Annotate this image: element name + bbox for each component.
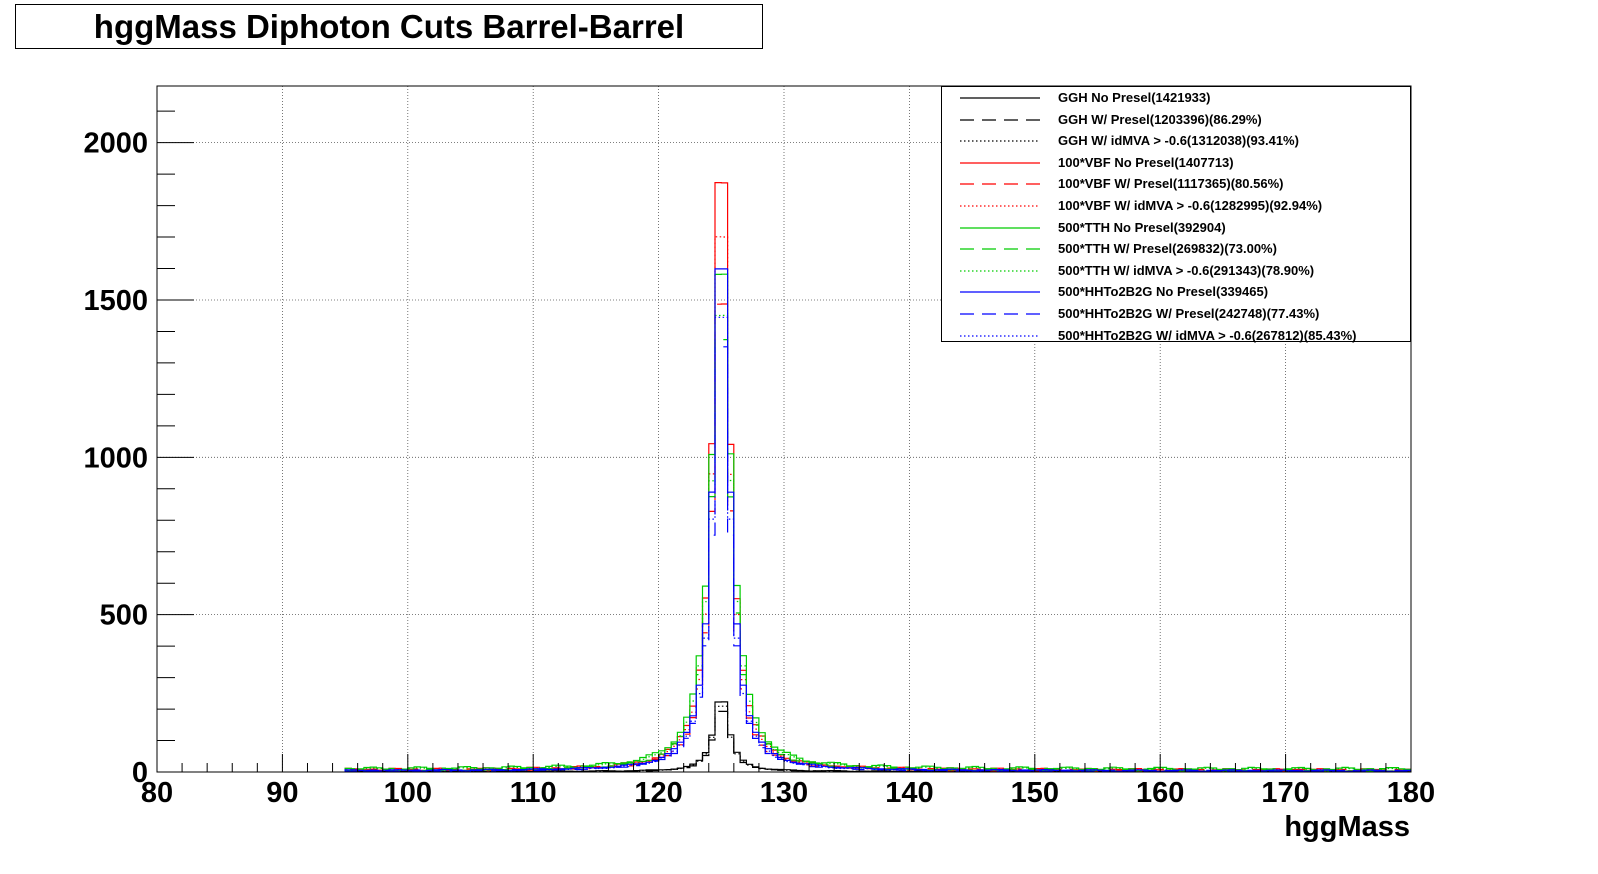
legend-swatch [960, 183, 1040, 185]
x-tick-label: 160 [1136, 777, 1184, 809]
legend-swatch [960, 97, 1040, 99]
legend: GGH No Presel(1421933) GGH W/ Presel(1203… [941, 86, 1411, 343]
series-line-3 [344, 705, 1411, 773]
series-line-7 [344, 273, 1411, 772]
legend-label: 500*TTH W/ idMVA > -0.6(291343)(78.90%) [1058, 262, 1315, 278]
legend-item: GGH No Presel(1421933) [942, 88, 1410, 109]
legend-label: 500*HHTo2B2G W/ Presel(242748)(77.43%) [1058, 306, 1320, 321]
series-line-5 [344, 303, 1411, 772]
legend-label: 100*VBF No Presel(1407713) [1058, 154, 1234, 170]
legend-item: 500*HHTo2B2G No Presel(339465) [942, 282, 1410, 303]
x-tick-label: 170 [1261, 777, 1309, 809]
x-tick-label: 90 [266, 777, 298, 809]
legend-swatch [960, 248, 1040, 250]
legend-swatch [960, 270, 1040, 272]
legend-swatch [960, 226, 1040, 229]
x-tick-label: 100 [384, 777, 432, 809]
x-tick-label: 80 [141, 777, 173, 809]
tick-labels: 80 90 100 110 120 130 140 150 160 170 180 0 500 1000 1… [83, 128, 1435, 809]
chart-title-box: hggMass Diphoton Cuts Barrel-Barrel [15, 4, 763, 49]
legend-label: GGH No Presel(1421933) [1058, 90, 1211, 105]
legend-swatch [960, 118, 1040, 121]
legend-item: 500*TTH No Presel(392904) [942, 218, 1410, 239]
legend-item: GGH W/ idMVA > -0.6(1312038)(93.41%) [942, 131, 1410, 152]
legend-item: 500*HHTo2B2G W/ idMVA > -0.6(267812)(85.… [942, 326, 1410, 347]
legend-label: GGH W/ idMVA > -0.6(1312038)(93.41%) [1058, 133, 1299, 149]
legend-swatch [960, 334, 1040, 337]
x-tick-label: 110 [510, 777, 557, 809]
legend-item: 500*HHTo2B2G W/ Presel(242748)(77.43%) [942, 304, 1410, 325]
series-line-2 [344, 710, 1411, 773]
chart-title: hggMass Diphoton Cuts Barrel-Barrel [93, 7, 685, 45]
legend-swatch [960, 205, 1040, 207]
legend-label: 100*VBF W/ idMVA > -0.6(1282995)(92.94%) [1058, 198, 1323, 213]
x-tick-label: 180 [1387, 777, 1435, 809]
y-tick-label: 500 [100, 600, 148, 632]
legend-item: 100*VBF No Presel(1407713) [942, 153, 1410, 174]
series-line-1 [344, 701, 1411, 773]
legend-label: GGH W/ Presel(1203396)(86.29%) [1058, 111, 1262, 127]
legend-label: 500*TTH W/ Presel(269832)(73.00%) [1058, 241, 1277, 257]
series-line-9 [344, 314, 1411, 772]
legend-label: 500*HHTo2B2G W/ idMVA > -0.6(267812)(85.… [1058, 327, 1357, 343]
x-tick-label: 140 [885, 777, 933, 809]
y-tick-label: 1000 [83, 442, 148, 474]
legend-label: 100*VBF W/ Presel(1117365)(80.56%) [1058, 176, 1284, 192]
legend-item: 500*TTH W/ idMVA > -0.6(291343)(78.90%) [942, 261, 1410, 282]
y-tick-label: 1500 [83, 285, 148, 317]
y-tick-label: 0 [132, 757, 148, 789]
legend-swatch [960, 291, 1040, 293]
series-line-12 [344, 316, 1411, 773]
series-line-11 [344, 346, 1411, 773]
series-group [344, 182, 1411, 773]
legend-swatch [960, 162, 1040, 164]
y-tick-label: 2000 [83, 128, 148, 160]
x-axis-title: hggMass [1284, 811, 1410, 843]
axis-ticks [156, 110, 1412, 773]
legend-item: GGH W/ Presel(1203396)(86.29%) [942, 110, 1410, 131]
legend-item: 100*VBF W/ idMVA > -0.6(1282995)(92.94%) [942, 196, 1410, 217]
legend-item: 500*TTH W/ Presel(269832)(73.00%) [942, 239, 1410, 260]
legend-swatch [960, 313, 1040, 315]
x-tick-label: 130 [760, 777, 808, 809]
legend-label: 500*TTH No Presel(392904) [1058, 219, 1226, 235]
legend-label: 500*HHTo2B2G No Presel(339465) [1058, 284, 1269, 300]
x-tick-label: 120 [634, 777, 682, 809]
legend-item: 100*VBF W/ Presel(1117365)(80.56%) [942, 174, 1410, 195]
x-tick-label: 150 [1011, 777, 1059, 809]
series-line-8 [344, 338, 1411, 772]
legend-swatch [960, 140, 1040, 142]
